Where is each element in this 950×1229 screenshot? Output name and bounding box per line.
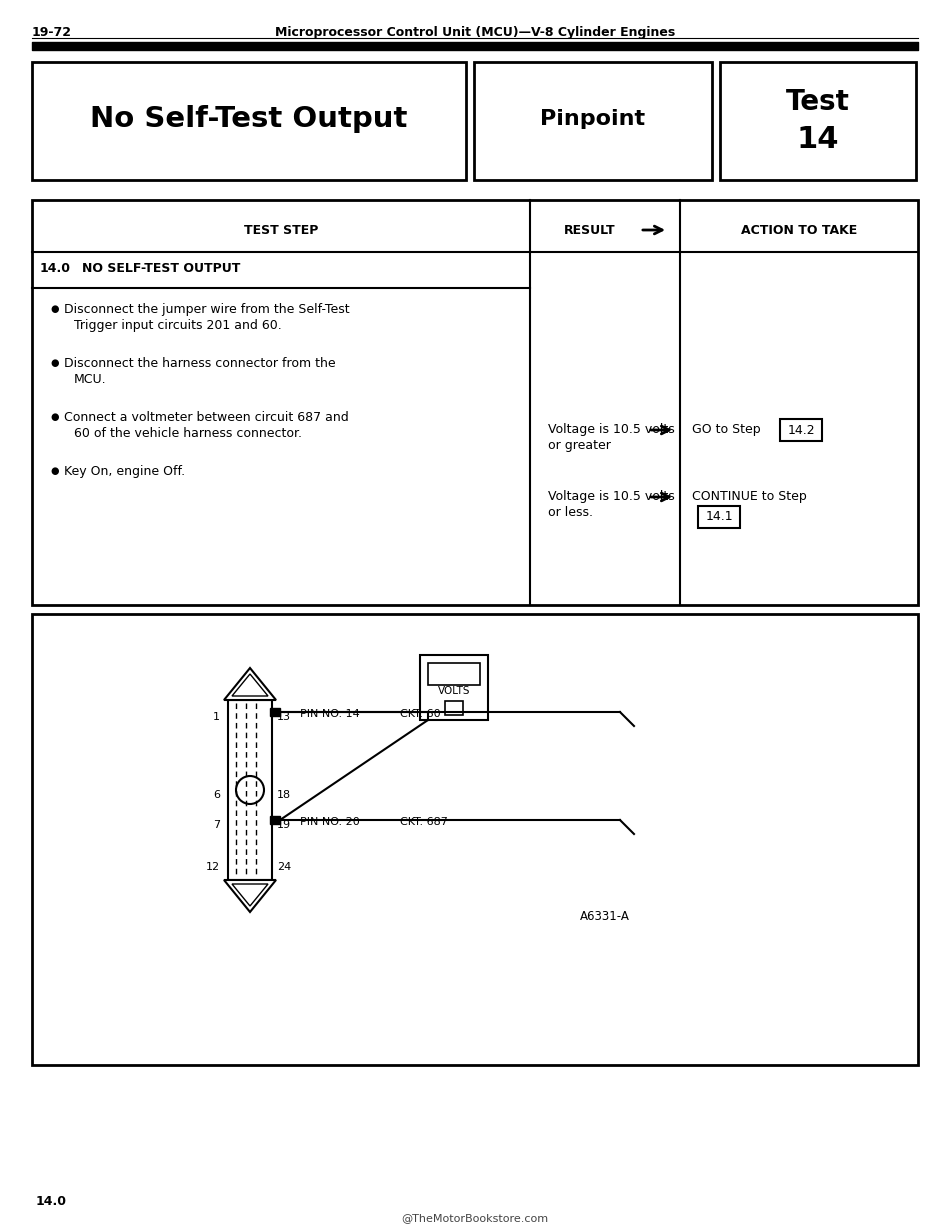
Text: Connect a voltmeter between circuit 687 and: Connect a voltmeter between circuit 687 … [64,410,349,424]
Text: Pinpoint: Pinpoint [541,109,646,129]
Text: Voltage is 10.5 volts: Voltage is 10.5 volts [548,423,674,436]
Bar [32,61,466,179]
Text: A6331-A: A6331-A [580,909,630,923]
Text: 14.2: 14.2 [788,424,815,436]
Text: ●: ● [50,304,59,313]
Text: 7: 7 [213,820,220,830]
Text: Test: Test [786,88,850,116]
Text: or greater: or greater [548,439,611,452]
Text: 24: 24 [277,862,292,873]
Text: 14.0: 14.0 [36,1195,67,1208]
Text: 19-72: 19-72 [32,26,72,39]
Bar [32,200,918,605]
Text: VOLTS: VOLTS [438,686,470,696]
Text: NO SELF-TEST OUTPUT: NO SELF-TEST OUTPUT [82,262,240,275]
Text: TEST STEP: TEST STEP [244,224,318,236]
Bar [228,701,272,880]
Text: CKT. 687: CKT. 687 [400,817,447,827]
Bar [474,61,712,179]
Bar [32,614,918,1066]
Text: GO to Step: GO to Step [692,423,761,436]
Bar [445,701,463,715]
Circle shape [236,775,264,804]
Text: Voltage is 10.5 volts: Voltage is 10.5 volts [548,490,674,503]
Bar [698,506,740,528]
Text: No Self-Test Output: No Self-Test Output [90,104,408,133]
Text: 13: 13 [277,712,291,721]
Text: or less.: or less. [548,506,593,519]
Text: 14: 14 [797,125,839,155]
Bar [420,655,488,720]
Text: Microprocessor Control Unit (MCU)—V-8 Cylinder Engines: Microprocessor Control Unit (MCU)—V-8 Cy… [275,26,675,39]
Text: Disconnect the jumper wire from the Self-Test: Disconnect the jumper wire from the Self… [64,304,350,316]
Text: ●: ● [50,466,59,476]
Text: RESULT: RESULT [564,224,616,236]
Polygon shape [232,884,268,906]
Text: 19: 19 [277,820,291,830]
Bar [270,816,280,823]
Text: Key On, engine Off.: Key On, engine Off. [64,465,185,478]
Text: 60 of the vehicle harness connector.: 60 of the vehicle harness connector. [74,426,302,440]
Bar [780,419,822,441]
Text: CONTINUE to Step: CONTINUE to Step [692,490,807,503]
Text: ●: ● [50,412,59,422]
Bar [270,708,280,717]
Text: CKT. 60: CKT. 60 [400,709,441,719]
Text: 12: 12 [206,862,220,873]
Text: PIN NO. 14: PIN NO. 14 [300,709,360,719]
Bar [428,662,480,685]
Text: PIN NO. 20: PIN NO. 20 [300,817,360,827]
Text: @TheMotorBookstore.com: @TheMotorBookstore.com [402,1213,548,1223]
Text: 6: 6 [213,790,220,800]
Polygon shape [224,669,276,701]
Polygon shape [224,880,276,912]
Text: MCU.: MCU. [74,372,106,386]
Text: Trigger input circuits 201 and 60.: Trigger input circuits 201 and 60. [74,320,282,332]
Text: ●: ● [50,358,59,367]
Text: 1: 1 [213,712,220,721]
Polygon shape [232,673,268,696]
Text: 14.0: 14.0 [40,262,71,275]
Text: 14.1: 14.1 [705,510,732,524]
Bar [720,61,916,179]
Text: Disconnect the harness connector from the: Disconnect the harness connector from th… [64,356,335,370]
Text: 18: 18 [277,790,291,800]
Text: ACTION TO TAKE: ACTION TO TAKE [741,224,857,236]
